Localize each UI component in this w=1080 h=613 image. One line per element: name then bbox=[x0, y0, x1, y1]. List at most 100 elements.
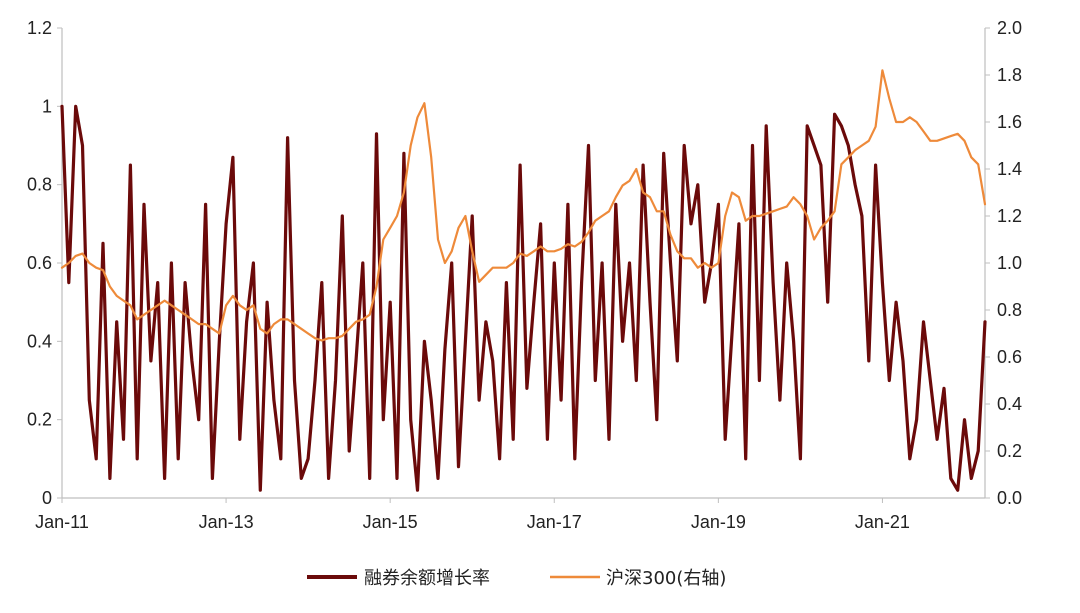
series-1-point bbox=[293, 379, 296, 382]
series-2-point bbox=[881, 69, 884, 71]
series-1-point bbox=[765, 125, 767, 127]
series-1-point bbox=[922, 321, 925, 323]
series-1-point bbox=[382, 419, 384, 421]
series-2-point bbox=[868, 140, 870, 142]
series-2-point bbox=[382, 238, 384, 241]
series-1-point bbox=[567, 203, 569, 205]
series-1-point bbox=[902, 360, 904, 362]
series-1-point bbox=[581, 282, 583, 284]
x-tick-label: Jan-19 bbox=[691, 512, 746, 532]
series-1-point bbox=[786, 262, 788, 264]
series-2-point bbox=[143, 314, 145, 316]
series-2-point bbox=[649, 196, 651, 198]
series-1-point bbox=[916, 419, 918, 421]
series-1-point bbox=[300, 477, 302, 479]
series-2-point bbox=[287, 318, 289, 320]
series-1-point bbox=[451, 262, 453, 264]
series-2-point bbox=[546, 250, 549, 252]
series-2-point bbox=[109, 285, 111, 288]
series-1-point bbox=[266, 301, 268, 303]
series-1-point bbox=[423, 340, 425, 342]
series-2-point bbox=[266, 332, 268, 335]
series-1-point bbox=[321, 282, 323, 284]
x-tick-label: Jan-21 bbox=[855, 512, 910, 532]
series-1-point bbox=[560, 399, 562, 401]
series-2-point bbox=[273, 323, 275, 325]
series-2-point bbox=[430, 156, 432, 158]
series-2-point bbox=[943, 137, 945, 139]
series-2-point bbox=[239, 304, 241, 306]
series-1-point bbox=[847, 144, 849, 147]
series-1-point bbox=[628, 262, 631, 264]
series-2-point bbox=[724, 215, 726, 217]
y-right-tick-label: 0.6 bbox=[997, 347, 1022, 367]
series-1-point bbox=[375, 133, 378, 135]
series-2-point bbox=[875, 126, 877, 128]
series-2-point bbox=[827, 220, 829, 222]
series-1-point bbox=[936, 438, 938, 440]
series-1-point bbox=[608, 438, 610, 440]
series-2-point bbox=[164, 300, 166, 302]
series-1-point bbox=[246, 321, 248, 323]
series-2-point bbox=[328, 337, 330, 339]
series-2-point bbox=[81, 253, 84, 255]
y-left-tick-label: 0 bbox=[42, 488, 52, 508]
series-1-point bbox=[594, 379, 596, 382]
series-2-point bbox=[485, 274, 487, 276]
series-2-point bbox=[396, 215, 398, 217]
series-1-point bbox=[122, 438, 125, 440]
series-2-point bbox=[854, 149, 856, 151]
series-2-point bbox=[772, 210, 774, 212]
series-1-point bbox=[840, 125, 843, 127]
series-1-point bbox=[717, 203, 720, 205]
series-1-point bbox=[854, 184, 856, 186]
series-1-point bbox=[656, 419, 658, 421]
series-1-point bbox=[724, 438, 726, 440]
series-1-point bbox=[587, 144, 590, 147]
y-right-tick-label: 0.8 bbox=[997, 300, 1022, 320]
series-2-point bbox=[136, 318, 138, 320]
series-2-point bbox=[389, 227, 391, 229]
y-left-tick-label: 0.2 bbox=[27, 410, 52, 430]
series-1-point bbox=[868, 360, 870, 362]
series-2-point bbox=[457, 227, 460, 229]
y-left-tick-label: 1.2 bbox=[27, 18, 52, 38]
series-1-point bbox=[793, 340, 795, 342]
series-2-point bbox=[280, 318, 282, 320]
legend: 融券余额增长率 沪深300(右轴) bbox=[307, 568, 726, 589]
series-1-point bbox=[287, 137, 289, 139]
series-2-point bbox=[375, 285, 378, 288]
series-2-point bbox=[669, 234, 672, 236]
series-1-point bbox=[464, 340, 466, 342]
series-1-point bbox=[184, 282, 186, 284]
series-1-point bbox=[75, 105, 77, 107]
series-1-point bbox=[553, 262, 555, 264]
series-1-point bbox=[396, 477, 398, 479]
series-2-point bbox=[574, 245, 576, 248]
y-right-tick-label: 1.0 bbox=[997, 253, 1022, 273]
series-1-point bbox=[164, 477, 166, 479]
series-1-point bbox=[622, 340, 624, 342]
series-2-point bbox=[970, 156, 972, 158]
series-2-point bbox=[410, 144, 412, 147]
series-1-point bbox=[492, 360, 494, 362]
series-1-point bbox=[957, 489, 959, 491]
series-2-point bbox=[526, 255, 528, 257]
series-2-point bbox=[608, 210, 610, 212]
series-1-point bbox=[943, 387, 945, 389]
series-1-point bbox=[416, 489, 419, 491]
series-1-point bbox=[437, 477, 439, 479]
series-2-point bbox=[122, 300, 125, 302]
series-2-point bbox=[704, 262, 706, 264]
series-2-point bbox=[601, 215, 603, 217]
series-1-point bbox=[779, 399, 781, 401]
series-2-point bbox=[676, 250, 678, 252]
series-1-point bbox=[410, 419, 412, 421]
series-1-point bbox=[102, 242, 104, 244]
series-2-point bbox=[902, 121, 904, 123]
series-2-point bbox=[211, 328, 213, 330]
series-2-point bbox=[710, 267, 713, 269]
series-1-point bbox=[799, 458, 802, 460]
series-1-point bbox=[533, 301, 535, 303]
